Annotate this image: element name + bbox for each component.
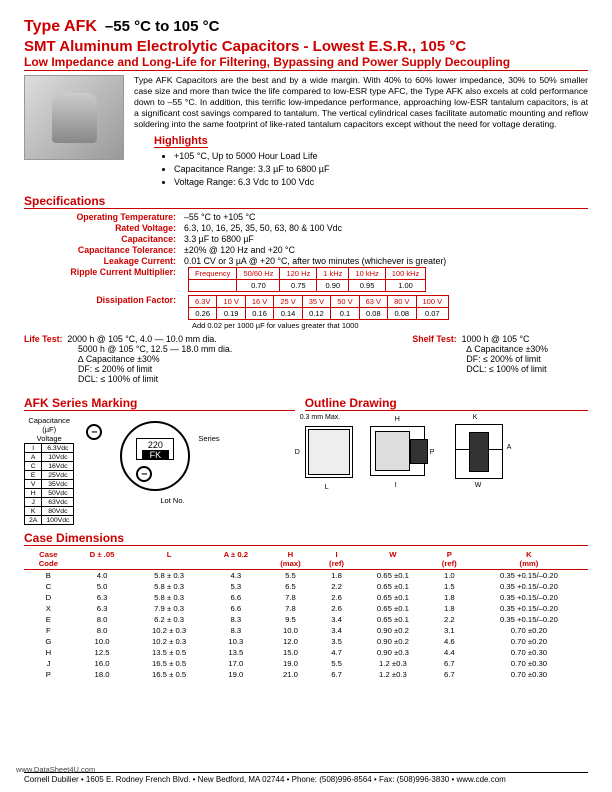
outline-heading: Outline Drawing [305, 396, 588, 411]
case-dim-heading: Case Dimensions [24, 531, 588, 546]
marking-heading: AFK Series Marking [24, 396, 295, 411]
spec-label: Ripple Current Multiplier: [24, 267, 184, 292]
footer: Cornell Dubilier • 1605 E. Rodney French… [24, 772, 588, 784]
minus-icon: – [86, 424, 102, 440]
specs-heading: Specifications [24, 194, 588, 209]
subtitle: SMT Aluminum Electrolytic Capacitors - L… [24, 38, 588, 55]
highlights-list: +105 °C, Up to 5000 Hour Load Life Capac… [154, 150, 588, 188]
tagline: Low Impedance and Long-Life for Filterin… [24, 55, 588, 71]
marking-diagram: Capacitance(µF) Voltage I6.3VdcA10VdcC16… [24, 416, 295, 525]
spec-value: ±20% @ 120 Hz and +20 °C [184, 245, 295, 255]
case-dimensions-table: CaseCodeD ± .05 L A ± 0.2 H(max)I(ref)W … [24, 549, 588, 680]
spec-label: Capacitance: [24, 234, 184, 244]
spec-value: –55 °C to +105 °C [184, 212, 255, 222]
outline-diagram: 0.3 mm Max. L D H P I K A W [295, 414, 555, 504]
intro-text: Type AFK Capacitors are the best and by … [134, 75, 588, 129]
ripple-table: Frequency50/60 Hz120 Hz1 kHz10 kHz100 kH… [188, 267, 426, 292]
dissipation-note: Add 0.02 per 1000 µF for values greater … [192, 321, 588, 330]
dissipation-table: 6.3V10 V16 V25 V35 V50 V63 V80 V100 V 0.… [188, 295, 449, 320]
spec-value: 0.01 CV or 3 µA @ +20 °C, after two minu… [184, 256, 446, 266]
life-test-block: Life Test: 2000 h @ 105 °C, 4.0 — 10.0 m… [24, 334, 232, 384]
spec-value: 3.3 µF to 6800 µF [184, 234, 254, 244]
temp-range: –55 °C to 105 °C [105, 18, 220, 35]
product-photo [24, 75, 124, 160]
spec-value: 6.3, 10, 16, 25, 35, 50, 63, 80 & 100 Vd… [184, 223, 342, 233]
spec-label: Leakage Current: [24, 256, 184, 266]
highlights-heading: Highlights [154, 135, 208, 148]
spec-label: Rated Voltage: [24, 223, 184, 233]
shelf-test-block: Shelf Test: 1000 h @ 105 °C ∆ Capacitanc… [412, 334, 548, 384]
spec-label: Capacitance Tolerance: [24, 245, 184, 255]
highlight-item: Capacitance Range: 3.3 µF to 6800 µF [174, 163, 588, 176]
spec-label: Operating Temperature: [24, 212, 184, 222]
voltage-code-table: I6.3VdcA10VdcC16VdcE25VdcV35VdcH50VdcJ63… [24, 443, 74, 525]
spec-label: Dissipation Factor: [24, 295, 184, 320]
highlight-item: Voltage Range: 6.3 Vdc to 100 Vdc [174, 176, 588, 189]
highlight-item: +105 °C, Up to 5000 Hour Load Life [174, 150, 588, 163]
type-title: Type AFK [24, 18, 97, 36]
